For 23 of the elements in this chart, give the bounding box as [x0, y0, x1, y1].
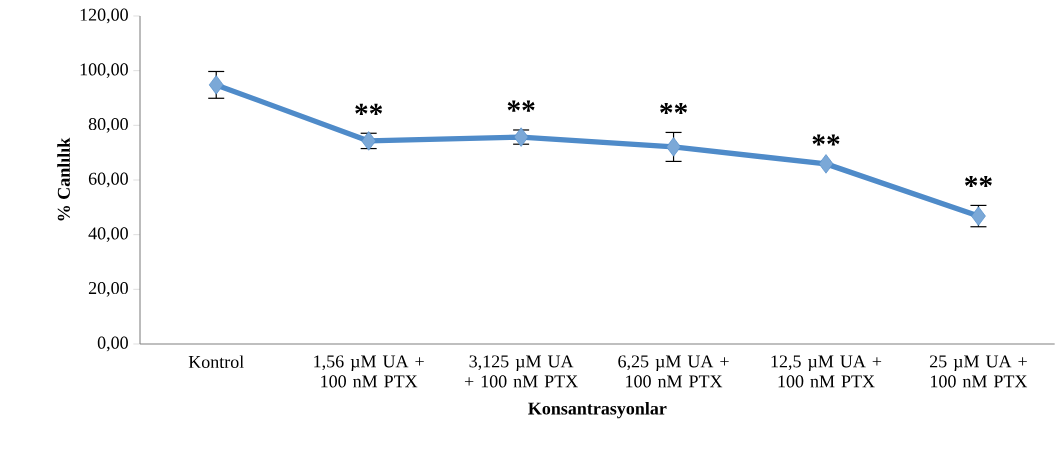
x-tick-label: Kontrol	[188, 355, 244, 369]
annotation: **	[812, 134, 840, 146]
point	[208, 75, 224, 95]
y-tick-label: 100,00	[80, 63, 128, 79]
point	[818, 154, 834, 174]
x-tick-label: 3,125 µM UA + 100 nM PTX	[464, 355, 578, 388]
x-tick-label: 25 µM UA + 100 nM PTX	[929, 355, 1028, 388]
annotation: **	[507, 100, 535, 112]
x-axis-title: Konsantrasyonlar	[528, 401, 667, 419]
y-tick-label: 40,00	[88, 227, 128, 243]
y-tick-label: 120,00	[80, 8, 128, 24]
y-axis-title: % Canlılık	[57, 137, 70, 221]
annotation: **	[355, 103, 383, 115]
x-tick-label: 6,25 µM UA + 100 nM PTX	[618, 355, 729, 388]
point	[666, 137, 681, 157]
x-tick-label: 12,5 µM UA + 100 nM PTX	[771, 355, 882, 388]
annotation: **	[660, 103, 688, 115]
x-tick-label: 1,56 µM UA + 100 nM PTX	[314, 355, 424, 388]
annotation: **	[965, 176, 992, 188]
y-tick-label: 0,00	[97, 336, 128, 352]
y-tick-label: 80,00	[88, 117, 128, 133]
y-tick-label: 60,00	[88, 172, 128, 188]
y-tick-label: 20,00	[88, 281, 128, 297]
